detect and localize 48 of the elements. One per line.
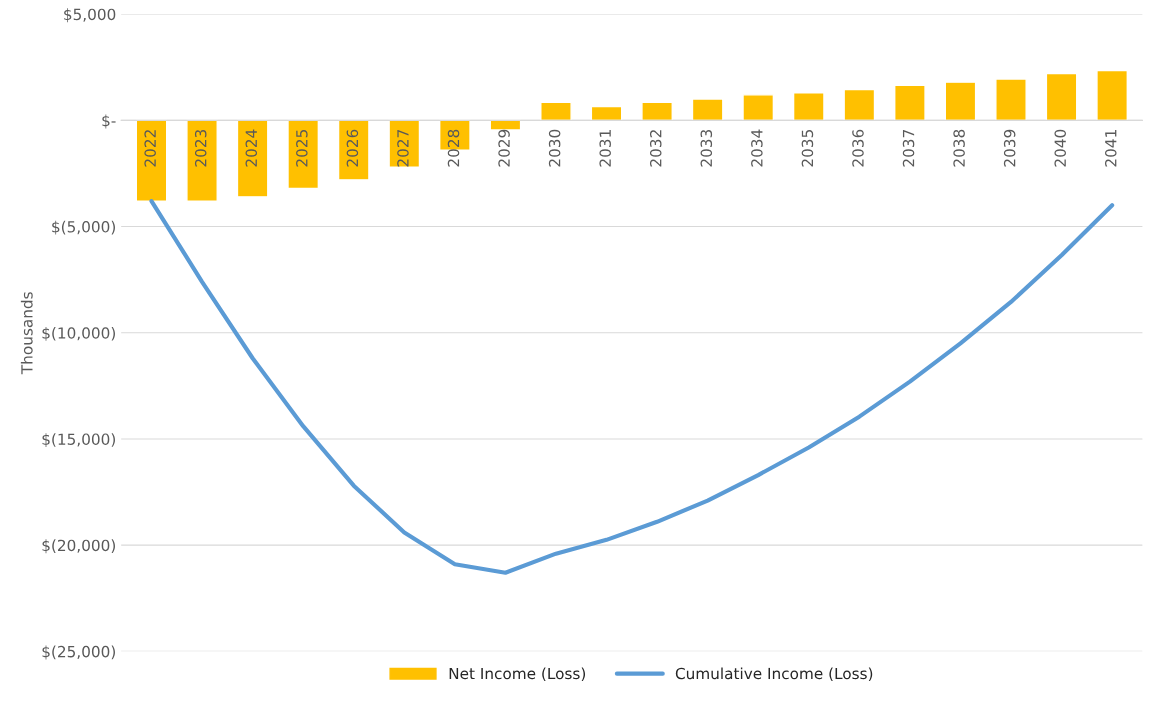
x-tick-label: 2034 — [751, 129, 763, 167]
bar — [995, 78, 1027, 122]
line-series — [149, 198, 1115, 575]
legend-label: Net Income (Loss) — [449, 667, 586, 682]
bar — [186, 119, 218, 202]
bar — [236, 119, 269, 198]
legend-label: Cumulative Income (Loss) — [675, 667, 873, 682]
bar — [742, 94, 775, 122]
x-tick-label: 2038 — [953, 129, 965, 167]
y-tick-label: $- — [102, 114, 116, 129]
y-tick-label: $5,000 — [64, 8, 116, 23]
x-tick-label: 2039 — [1003, 129, 1016, 167]
x-tick-label: 2027 — [397, 130, 409, 167]
bar — [843, 88, 876, 122]
x-tick-label: 2028 — [447, 129, 460, 167]
y-axis-title: Thousands — [20, 292, 33, 375]
x-tick-label: 2031 — [599, 130, 611, 167]
x-tick-label: 2023 — [194, 129, 207, 167]
x-tick-label: 2033 — [700, 129, 713, 167]
y-tick-label: $(15,000) — [42, 433, 115, 448]
bar — [1096, 69, 1128, 122]
y-tick-label: $(10,000) — [42, 326, 115, 341]
bar — [287, 119, 320, 190]
bar — [894, 84, 926, 122]
y-tick-label: $(25,000) — [42, 645, 115, 660]
x-tick-label: 2029 — [498, 129, 510, 167]
x-tick-label: 2022 — [144, 130, 156, 167]
x-tick-label: 2024 — [245, 129, 258, 167]
bar — [792, 92, 825, 122]
bar — [590, 105, 623, 122]
bar — [540, 101, 572, 122]
bar — [337, 119, 370, 181]
bar — [135, 119, 168, 202]
x-tick-label: 2036 — [852, 129, 864, 167]
x-tick-label: 2037 — [902, 130, 915, 167]
bar — [691, 98, 724, 122]
x-tick-label: 2025 — [296, 130, 308, 167]
x-tick-label: 2035 — [801, 130, 814, 167]
y-tick-label: $(20,000) — [42, 539, 115, 554]
x-tick-label: 2026 — [346, 129, 359, 167]
x-tick-label: 2040 — [1054, 129, 1066, 167]
bar — [944, 81, 977, 122]
y-tick-label: $(5,000) — [52, 220, 115, 235]
bar — [1045, 72, 1078, 122]
x-tick-label: 2041 — [1105, 130, 1117, 167]
x-tick-label: 2030 — [548, 129, 561, 167]
x-tick-label: 2032 — [649, 130, 662, 167]
bar — [641, 101, 673, 122]
